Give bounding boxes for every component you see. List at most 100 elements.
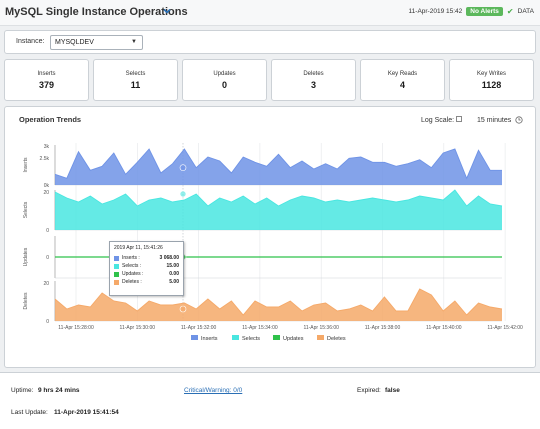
tooltip-name: Deletes :	[122, 279, 142, 285]
y-tick-label: 0	[46, 228, 49, 234]
series-line-selects	[54, 189, 503, 207]
legend-label: Deletes	[327, 336, 346, 342]
log-scale-label: Log Scale:	[421, 117, 455, 124]
last-update-label: Last Update:	[11, 409, 48, 416]
tooltip-swatch	[114, 271, 119, 277]
chart-tooltip: 2019 Apr 11, 15:41:26 Inserts : 3 068.00…	[109, 241, 184, 296]
kpi-inserts[interactable]: Inserts 379	[4, 59, 89, 101]
legend-label: Inserts	[201, 336, 218, 342]
kpi-key-reads[interactable]: Key Reads 4	[360, 59, 445, 101]
header-status: 11-Apr-2019 15:42 No Alerts ✔ DATA	[409, 7, 534, 16]
tooltip-time: 2019 Apr 11, 15:41:26	[114, 245, 163, 251]
kpi-value: 4	[399, 80, 405, 90]
tooltip-row: Inserts : 3 068.00	[114, 254, 179, 262]
kpi-value: 3	[310, 80, 316, 90]
tooltip-row: Deletes : 5.00	[114, 278, 179, 286]
legend-label: Updates	[283, 336, 304, 342]
tooltip-name: Updates :	[122, 271, 144, 277]
y-tick-label: 0	[46, 255, 49, 261]
kpi-label: Updates	[213, 71, 236, 77]
tooltip-swatch	[114, 279, 119, 285]
chevron-down-icon[interactable]	[162, 6, 172, 16]
title-bar: MySQL Single Instance Operations 11-Apr-…	[0, 0, 540, 26]
kpi-value: 1128	[481, 80, 502, 90]
last-update-value: 11-Apr-2019 15:41:54	[54, 409, 119, 416]
legend-label: Selects	[242, 336, 260, 342]
footer: Uptime: 9 hrs 24 mins Critical/Warning: …	[0, 372, 540, 429]
x-tick-label: 11-Apr 15:40:00	[426, 325, 462, 331]
y-tick-label: 0	[46, 319, 49, 325]
instance-panel: Instance: MYSQLDEV ▼	[4, 30, 536, 54]
x-tick-label: 11-Apr 15:28:00	[58, 325, 94, 331]
kpi-updates[interactable]: Updates 0	[182, 59, 267, 101]
header-datetime: 11-Apr-2019 15:42	[408, 8, 463, 15]
chart-title: Operation Trends	[19, 115, 82, 124]
series-area-deletes	[55, 289, 502, 321]
kpi-label: Inserts	[37, 71, 56, 77]
tooltip-name: Inserts :	[122, 255, 140, 261]
legend-swatch	[273, 335, 280, 340]
log-scale-checkbox[interactable]	[456, 116, 462, 122]
x-tick-label: 11-Apr 15:30:00	[120, 325, 156, 331]
alert-badge[interactable]: No Alerts	[466, 7, 503, 16]
kpi-key-writes[interactable]: Key Writes 1128	[449, 59, 534, 101]
tooltip-value: 15.00	[166, 263, 179, 269]
check-icon: ✔	[506, 7, 514, 16]
series-line-deletes	[54, 288, 503, 316]
tooltip-name: Selects :	[122, 263, 142, 269]
kpi-label: Selects	[125, 71, 146, 77]
uptime-label: Uptime:	[11, 387, 34, 394]
y-tick-label: 3k	[44, 144, 50, 150]
x-tick-label: 11-Apr 15:38:00	[365, 325, 401, 331]
kpi-value: 11	[130, 80, 141, 90]
y-tick-label: 0k	[44, 183, 50, 189]
time-range-select[interactable]: 15 minutes	[477, 117, 512, 124]
kpi-label: Deletes	[303, 71, 324, 77]
tooltip-row: Selects : 15.00	[114, 262, 179, 270]
dropdown-caret-icon: ▼	[131, 39, 137, 45]
x-tick-label: 11-Apr 15:32:00	[181, 325, 217, 331]
kpi-label: Key Reads	[387, 71, 418, 77]
kpi-selects[interactable]: Selects 11	[93, 59, 178, 101]
uptime-value: 9 hrs 24 mins	[38, 387, 80, 394]
page-title: MySQL Single Instance Operations	[5, 6, 188, 18]
operation-trends-panel: Operation Trends Log Scale: 15 minutes	[4, 106, 536, 368]
legend-swatch	[191, 335, 198, 340]
operation-trends-chart[interactable]: Inserts 3k 2.5k 0k Selects 20 0 Updates 0 Deletes…	[0, 0, 540, 372]
y-tick-label: 20	[43, 281, 49, 287]
kpi-value: 0	[221, 80, 227, 90]
y-axis-label: Deletes	[23, 292, 29, 309]
x-tick-label: 11-Apr 15:34:00	[242, 325, 278, 331]
kpi-deletes[interactable]: Deletes 3	[271, 59, 356, 101]
data-label: DATA	[517, 8, 534, 15]
y-tick-label: 20	[43, 190, 49, 196]
instance-select[interactable]: MYSQLDEV ▼	[50, 35, 143, 50]
y-tick-label: 2.5k	[40, 156, 50, 162]
y-axis-label: Inserts	[23, 157, 29, 173]
y-axis-label: Selects	[23, 201, 29, 218]
series-area-inserts	[55, 149, 502, 185]
clock-icon[interactable]	[515, 116, 523, 124]
series-line-inserts	[54, 148, 502, 180]
instance-label: Instance:	[16, 38, 45, 45]
tooltip-swatch	[114, 255, 119, 261]
tooltip-value: 5.00	[169, 279, 179, 285]
x-tick-label: 11-Apr 15:36:00	[303, 325, 339, 331]
x-tick-label: 11-Apr 15:42:00	[487, 325, 523, 331]
tooltip-value: 0.00	[169, 271, 179, 277]
expired-label: Expired:	[357, 387, 381, 394]
tooltip-value: 3 068.00	[159, 255, 179, 261]
hover-marker	[179, 164, 187, 171]
tooltip-swatch	[114, 263, 119, 269]
instance-value: MYSQLDEV	[55, 39, 94, 46]
legend-swatch	[317, 335, 324, 340]
y-axis-label: Updates	[23, 247, 29, 266]
critical-warning-link[interactable]: Critical/Warning: 0/0	[184, 387, 243, 394]
legend-swatch	[232, 335, 239, 340]
kpi-value: 379	[38, 80, 55, 90]
tooltip-row: Updates : 0.00	[114, 270, 179, 278]
hover-marker	[179, 305, 187, 313]
expired-value: false	[385, 387, 400, 394]
kpi-label: Key Writes	[477, 71, 506, 77]
hover-marker	[179, 190, 187, 198]
